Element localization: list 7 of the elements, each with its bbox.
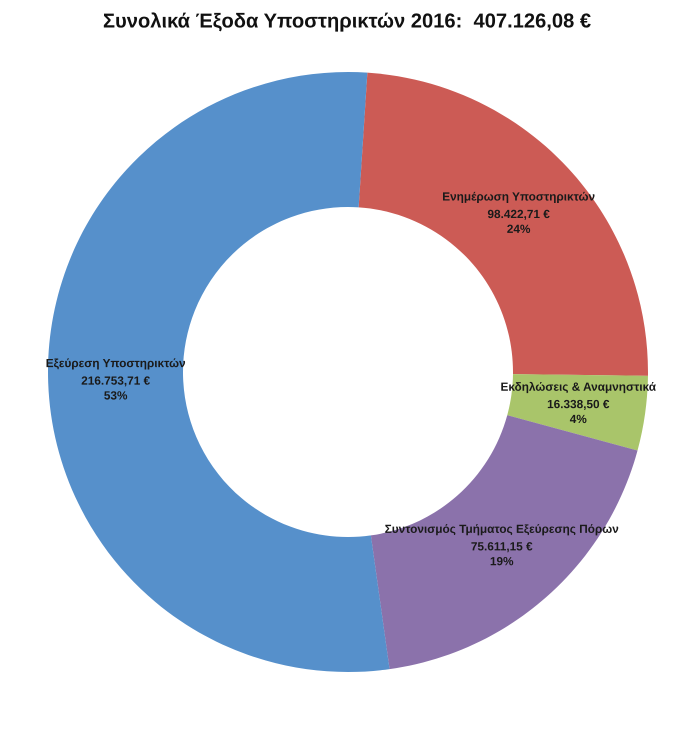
data-label: 16.338,50 € 4%	[548, 400, 610, 424]
data-label: 216.753,71 € 53%	[82, 376, 150, 400]
donut-slice	[358, 72, 648, 376]
chart-title: Συνολικά Έξοδα Υποστηρικτών 2016: 407.126,08 €	[104, 12, 591, 32]
donut-slice	[370, 415, 638, 670]
data-label: 75.611,15 € 19%	[471, 542, 532, 566]
data-label: 98.422,71 € 24%	[488, 210, 550, 233]
